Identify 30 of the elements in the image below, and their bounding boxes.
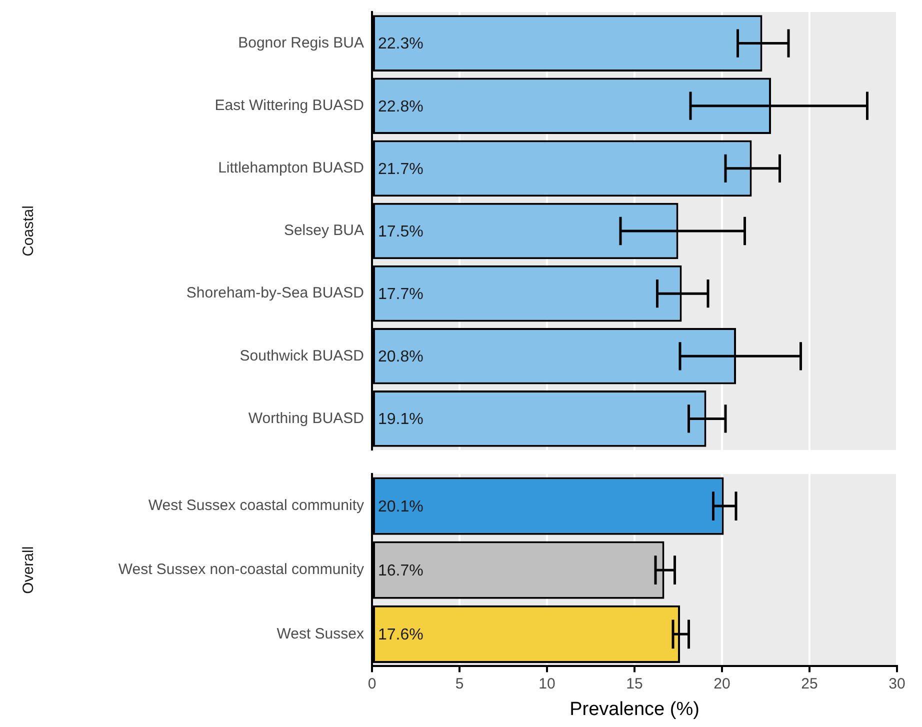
y-axis-title: Overall [20, 546, 38, 594]
y-tick-label: Southwick BUASD [240, 347, 364, 364]
x-tick-label: 20 [714, 675, 730, 692]
data-label: 21.7% [378, 160, 424, 178]
y-tick-label: Littlehampton BUASD [218, 160, 364, 177]
data-label: 22.3% [378, 36, 424, 53]
data-label: 17.5% [378, 223, 424, 240]
y-tick-label: East Wittering BUASD [214, 97, 364, 114]
data-label: 17.6% [378, 626, 424, 644]
data-label: 20.8% [378, 348, 424, 366]
y-tick-label: Worthing BUASD [248, 410, 364, 427]
data-label: 16.7% [378, 562, 424, 580]
data-label: 20.1% [378, 498, 424, 516]
y-axis-title: Coastal [20, 206, 38, 256]
x-tick-label: 0 [368, 675, 376, 692]
x-tick-label: 25 [801, 675, 818, 692]
x-tick-label: 15 [626, 675, 643, 692]
data-label: 22.8% [378, 98, 424, 116]
y-tick-label: West Sussex [276, 625, 364, 642]
data-label: 19.1% [378, 411, 424, 428]
y-tick-label: West Sussex non-coastal community [118, 561, 364, 578]
x-tick-label: 5 [455, 675, 464, 692]
x-tick-label: 10 [538, 675, 556, 692]
y-tick-label: West Sussex coastal community [148, 497, 364, 514]
y-tick-label: Selsey BUA [284, 222, 364, 240]
x-tick-label: 30 [888, 675, 906, 692]
y-tick-label: Shoreham-by-Sea BUASD [186, 284, 364, 302]
data-label: 17.7% [378, 286, 424, 303]
x-axis-title: Prevalence (%) [570, 698, 700, 720]
y-tick-label: Bognor Regis BUA [238, 34, 364, 52]
